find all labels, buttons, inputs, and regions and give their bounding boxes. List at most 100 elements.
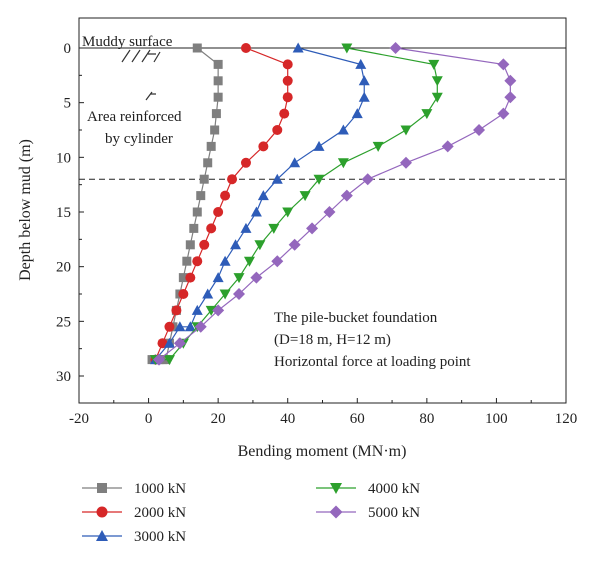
x-tick-label: 60 [350,411,365,427]
data-point [399,156,412,169]
data-point [240,222,252,233]
x-tick-label: 120 [555,411,578,427]
data-point [504,91,517,104]
data-point [271,255,284,268]
data-point [282,92,293,103]
data-point [258,141,269,152]
x-tick-label: 80 [419,411,434,427]
legend-item: 4000 kN [316,481,420,497]
data-point [337,158,349,169]
muddy-surface-label: Muddy surface [82,34,173,50]
data-point [272,125,283,135]
data-point [306,222,319,235]
y-tick-label: 30 [56,369,71,385]
data-point [351,108,363,119]
series-2000-kn [150,43,293,365]
data-point [497,58,510,71]
foundation-note-line2: (D=18 m, H=12 m) [274,332,391,348]
legend-marker [97,483,107,493]
data-point [206,141,216,151]
x-axis-label: Bending moment (MN·m) [238,443,407,460]
y-axis-label: Depth below mud (m) [17,139,34,281]
y-tick-label: 15 [56,205,71,221]
data-point [211,109,221,119]
data-point [227,174,238,185]
soil-hatch-icon [121,49,161,63]
data-point [202,288,214,299]
legend-item: 5000 kN [316,505,420,521]
data-point [282,207,294,218]
data-point [212,272,224,283]
data-point [289,157,301,168]
data-point [358,75,370,86]
data-point [219,255,231,266]
data-point [185,272,196,283]
data-point [421,109,433,120]
data-point [497,107,510,120]
data-point [250,271,263,284]
foundation-note-line1: The pile-bucket foundation [274,310,438,326]
data-point [313,174,325,185]
data-point [173,337,186,350]
data-point [212,304,225,317]
data-point [473,124,486,136]
data-point [257,190,269,201]
data-point [431,76,443,87]
data-point [191,304,203,315]
data-point [243,256,255,267]
data-point [220,190,231,201]
series-3000-kn [150,42,370,365]
legend-item: 2000 kN [82,505,186,521]
data-point [240,157,251,168]
data-point [185,240,195,250]
data-point [313,140,325,151]
data-point [199,174,209,184]
data-point [219,289,231,300]
reinforced-area-label-line2: by cylinder [105,131,173,147]
data-point [340,189,353,202]
data-point [174,321,186,332]
data-point [372,141,384,152]
x-tick-label: -20 [69,411,89,427]
data-point [194,320,207,333]
data-point [178,289,189,299]
data-point [182,256,192,266]
data-point [254,240,266,251]
data-point [163,337,175,348]
series-4000-kn [150,43,443,366]
data-point [192,207,202,217]
data-point [279,108,290,119]
data-point [292,42,304,53]
data-point [164,321,175,332]
data-point [192,256,203,267]
data-point [240,43,251,53]
legend-marker [96,530,108,541]
data-point [389,42,402,54]
data-point [213,92,223,102]
data-point [153,353,166,366]
data-point [288,238,301,251]
data-point [230,239,242,250]
legend-marker [329,505,343,519]
legend-label: 5000 kN [368,505,420,521]
data-point [400,125,412,136]
data-point [431,92,443,103]
data-point [361,173,374,186]
data-point [428,59,440,70]
data-point [271,173,283,184]
data-point [196,191,206,201]
data-point [192,43,202,53]
data-point [206,223,217,234]
data-point [213,76,223,86]
legend: 1000 kN 2000 kN 3000 kN 4000 kN 5000 kN [82,481,420,545]
data-point [268,223,280,234]
data-point [341,43,353,54]
data-point [171,305,182,316]
y-tick-label: 10 [56,150,71,166]
y-tick-label: 25 [56,314,71,330]
data-point [441,140,454,153]
data-point [178,273,188,283]
data-point [199,239,210,250]
data-point [210,125,220,135]
